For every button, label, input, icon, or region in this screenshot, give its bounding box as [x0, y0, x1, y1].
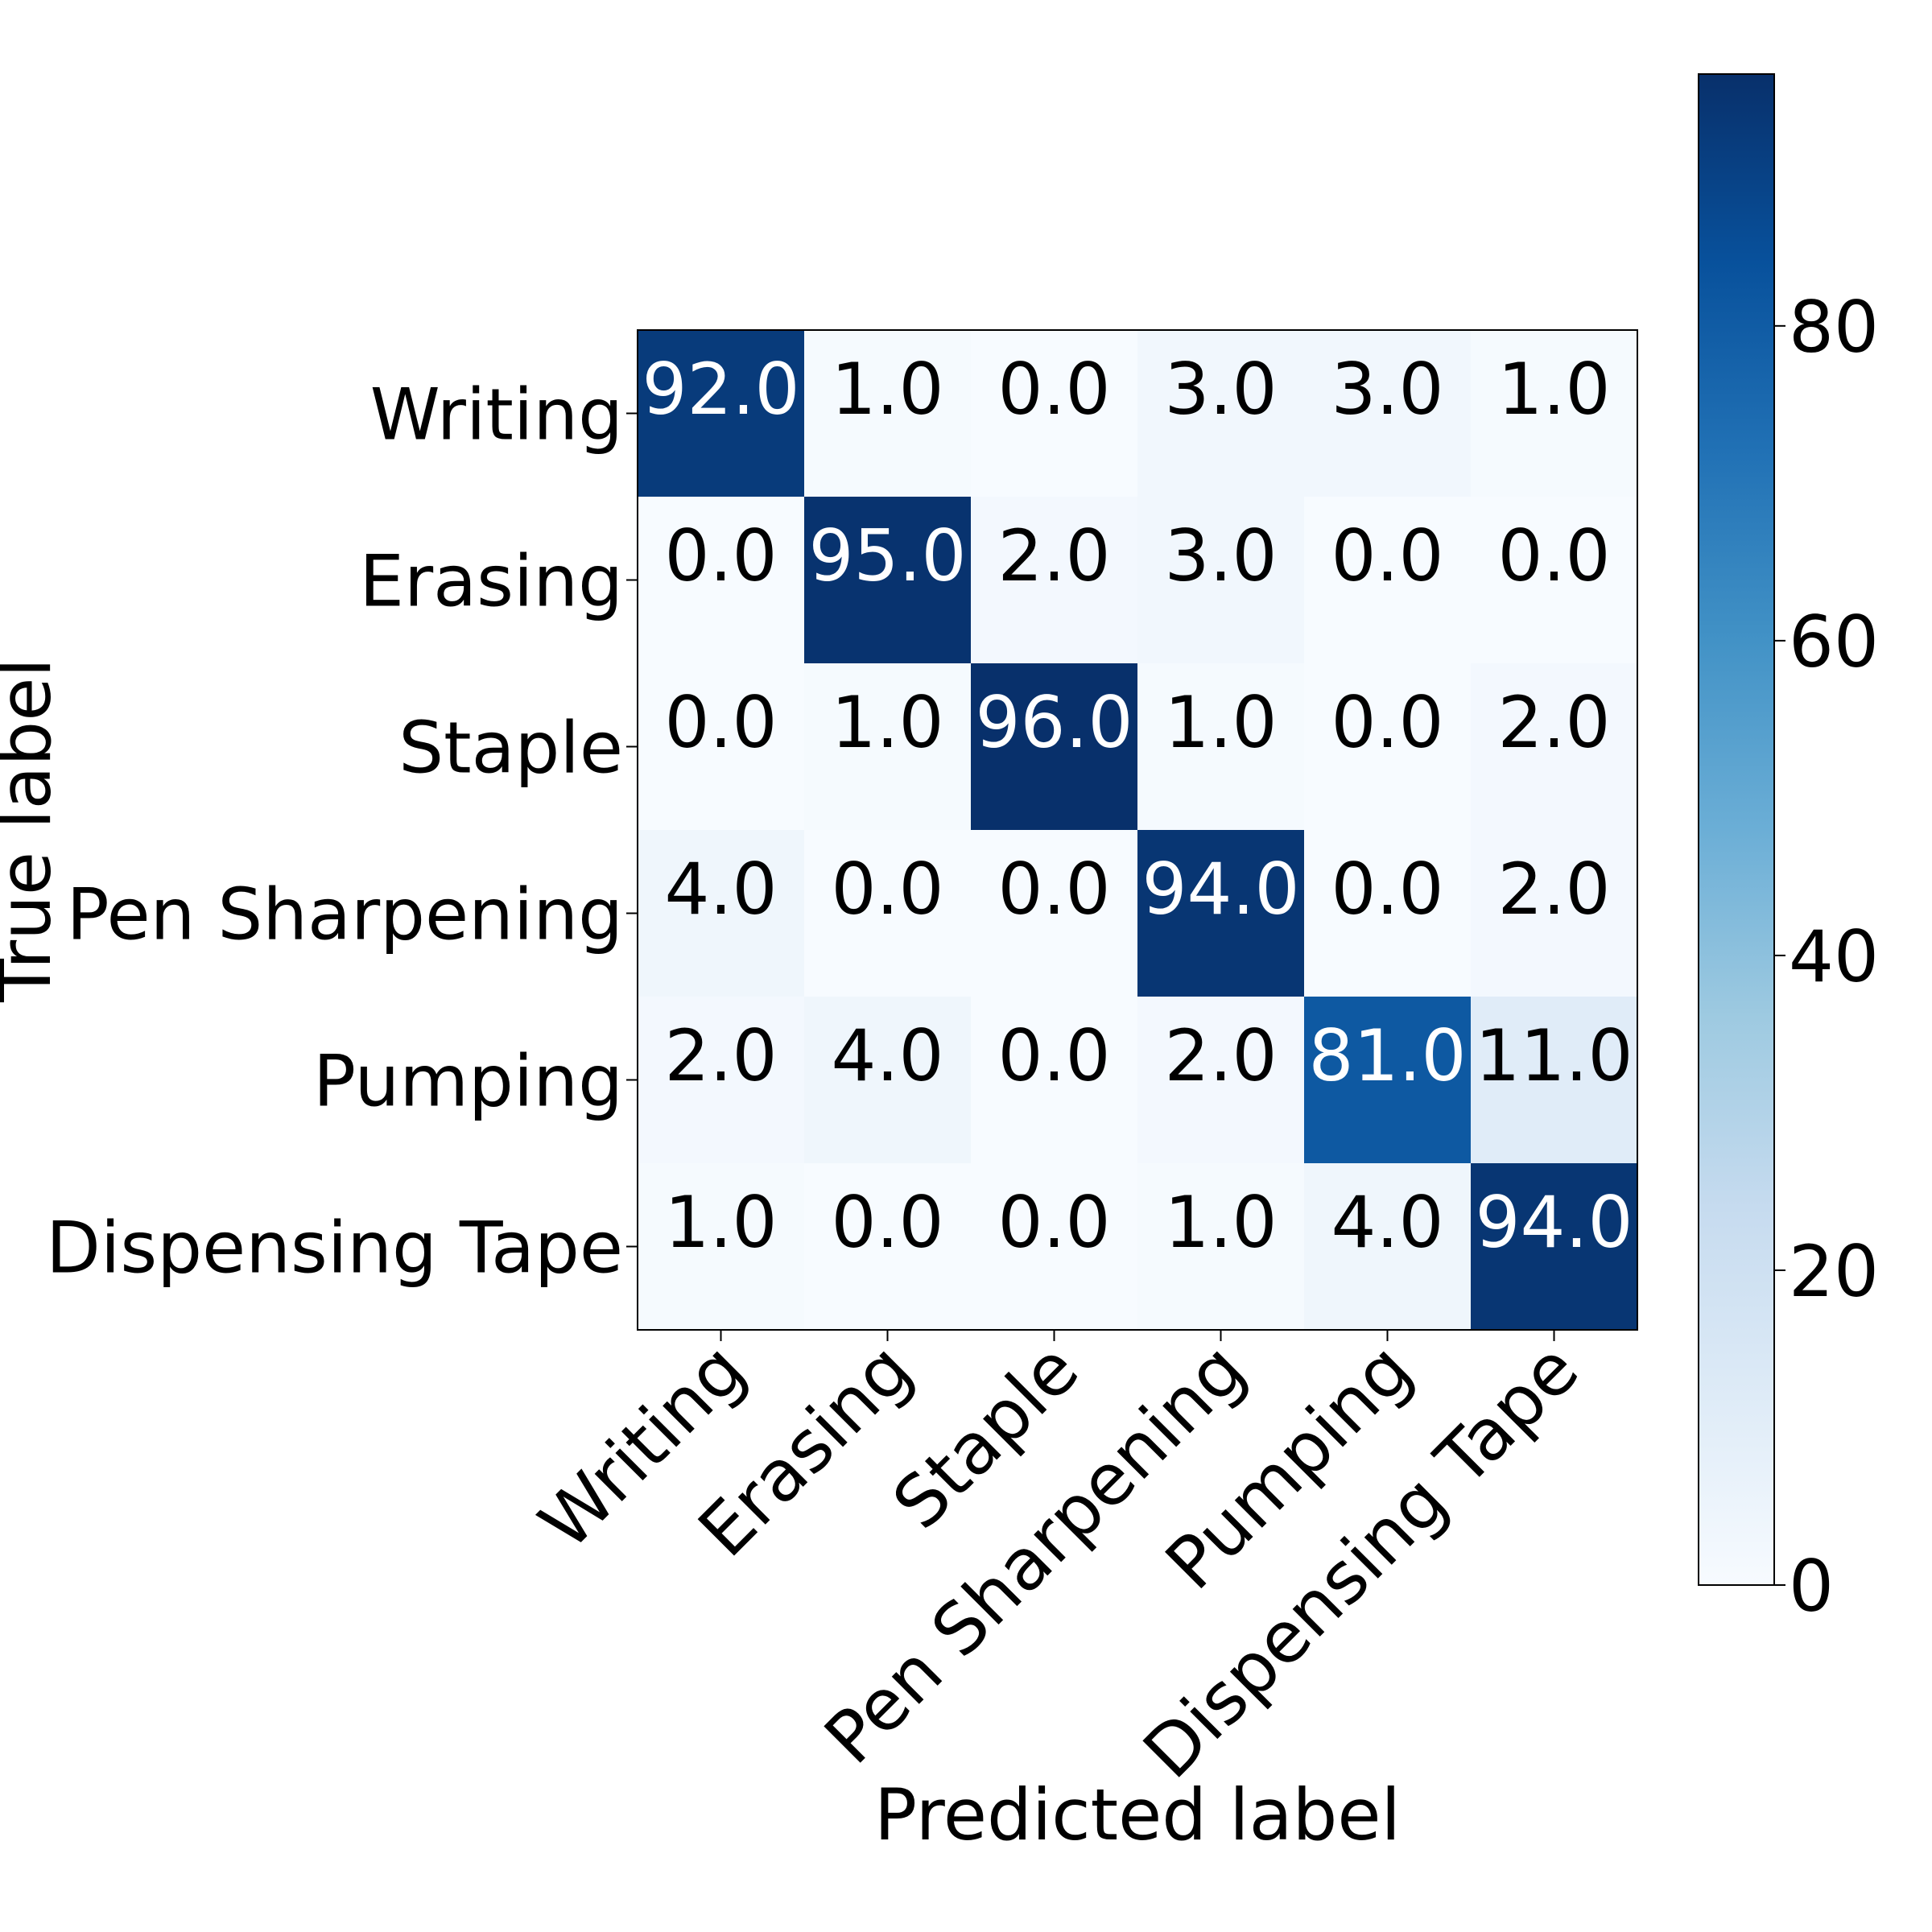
cell-label-2-4: 0.0 [1331, 681, 1444, 764]
cell-5-4 [1304, 1163, 1472, 1331]
cell-label-0-4: 3.0 [1331, 348, 1444, 431]
x-axis-title: Predicted label [874, 1773, 1401, 1856]
cell-0-5 [1471, 330, 1638, 497]
plot-frame [637, 329, 1638, 1331]
cell-label-3-5: 2.0 [1498, 848, 1611, 931]
colorbar-ticks: 0 20 40 60 80 [1774, 286, 1879, 1628]
y-tick-label-0: Writing [370, 374, 623, 456]
cell-3-0 [638, 830, 805, 997]
cell-2-2 [971, 663, 1138, 831]
cell-3-1 [804, 830, 972, 997]
y-tick-label-2: Staple [398, 707, 623, 790]
cell-label-2-2: 96.0 [976, 681, 1133, 764]
cell-label-3-3: 94.0 [1142, 848, 1300, 931]
y-tick-label-4: Pumping [313, 1040, 623, 1123]
colorbar-tick-label-1: 20 [1789, 1230, 1879, 1313]
cell-label-5-1: 0.0 [832, 1181, 944, 1264]
cell-label-3-2: 0.0 [998, 848, 1111, 931]
colorbar-frame [1698, 73, 1775, 1586]
cell-4-1 [804, 997, 972, 1164]
cell-label-5-0: 1.0 [665, 1181, 778, 1264]
cell-value-labels: 92.0 1.0 0.0 3.0 3.0 1.0 0.0 95.0 2.0 3.0 0.0 0.0 0.… [642, 348, 1633, 1264]
cell-1-1 [804, 497, 972, 664]
cell-label-2-5: 2.0 [1498, 681, 1611, 764]
cell-label-1-5: 0.0 [1498, 514, 1611, 597]
cell-2-0 [638, 663, 805, 831]
cell-5-1 [804, 1163, 972, 1331]
cell-label-4-5: 11.0 [1476, 1014, 1633, 1097]
cell-label-0-0: 92.0 [642, 348, 800, 431]
cell-0-4 [1304, 330, 1472, 497]
colorbar [1699, 74, 1774, 1585]
cell-label-4-4: 81.0 [1309, 1014, 1467, 1097]
y-tick-label-3: Pen Sharpening [67, 873, 623, 956]
cell-label-5-2: 0.0 [998, 1181, 1111, 1264]
cell-label-1-2: 2.0 [998, 514, 1111, 597]
cell-label-2-3: 1.0 [1165, 681, 1278, 764]
cell-2-5 [1471, 663, 1638, 831]
cell-label-5-5: 94.0 [1476, 1181, 1633, 1264]
colorbar-tick-label-0: 0 [1789, 1545, 1834, 1628]
cell-4-0 [638, 997, 805, 1164]
cell-2-4 [1304, 663, 1472, 831]
cell-label-5-4: 4.0 [1331, 1181, 1444, 1264]
cell-1-5 [1471, 497, 1638, 664]
cell-2-3 [1137, 663, 1305, 831]
cell-label-1-3: 3.0 [1165, 514, 1278, 597]
cell-3-3 [1137, 830, 1305, 997]
y-axis-ticks: Writing Erasing Staple Pen Sharpening Pumpin… [46, 374, 638, 1290]
cell-4-2 [971, 997, 1138, 1164]
cell-label-0-2: 0.0 [998, 348, 1111, 431]
cell-3-2 [971, 830, 1138, 997]
cell-2-1 [804, 663, 972, 831]
cell-1-2 [971, 497, 1138, 664]
cell-label-4-2: 0.0 [998, 1014, 1111, 1097]
cell-0-0 [638, 330, 805, 497]
cell-5-2 [971, 1163, 1138, 1331]
cell-label-0-3: 3.0 [1165, 348, 1278, 431]
cell-1-4 [1304, 497, 1472, 664]
cell-label-3-1: 0.0 [832, 848, 944, 931]
cell-1-3 [1137, 497, 1305, 664]
cell-label-2-0: 0.0 [665, 681, 778, 764]
cell-0-1 [804, 330, 972, 497]
cell-5-3 [1137, 1163, 1305, 1331]
cell-label-0-5: 1.0 [1498, 348, 1611, 431]
cell-0-2 [971, 330, 1138, 497]
cell-5-5 [1471, 1163, 1638, 1331]
cell-label-2-1: 1.0 [832, 681, 944, 764]
heatmap-cells [638, 330, 1638, 1331]
cell-label-1-4: 0.0 [1331, 514, 1444, 597]
cell-label-3-0: 4.0 [665, 848, 778, 931]
cell-0-3 [1137, 330, 1305, 497]
cell-label-5-3: 1.0 [1165, 1181, 1278, 1264]
y-axis-title: True label [0, 658, 67, 1003]
cell-label-0-1: 1.0 [832, 348, 944, 431]
cell-label-4-1: 4.0 [832, 1014, 944, 1097]
colorbar-tick-label-4: 80 [1789, 286, 1879, 369]
cell-5-0 [638, 1163, 805, 1331]
cell-label-4-3: 2.0 [1165, 1014, 1278, 1097]
cell-4-5 [1471, 997, 1638, 1164]
y-tick-label-5: Dispensing Tape [46, 1207, 623, 1290]
y-tick-label-1: Erasing [359, 540, 623, 623]
colorbar-tick-label-3: 60 [1789, 601, 1879, 683]
cell-4-4 [1304, 997, 1472, 1164]
cell-1-0 [638, 497, 805, 664]
cell-label-4-0: 2.0 [665, 1014, 778, 1097]
colorbar-tick-label-2: 40 [1789, 915, 1879, 998]
cell-label-3-4: 0.0 [1331, 848, 1444, 931]
cell-label-1-0: 0.0 [665, 514, 778, 597]
cell-4-3 [1137, 997, 1305, 1164]
cell-3-5 [1471, 830, 1638, 997]
cell-3-4 [1304, 830, 1472, 997]
cell-label-1-1: 95.0 [809, 514, 967, 597]
